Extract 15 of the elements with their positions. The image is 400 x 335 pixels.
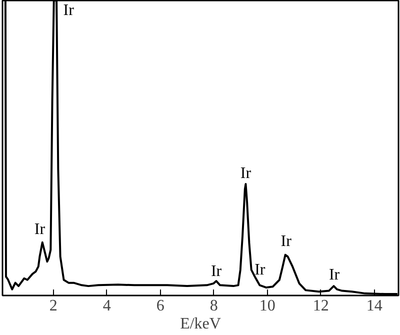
annotation: Ir (328, 266, 340, 284)
annotation: Ir (34, 220, 46, 238)
x-tick-label: 8 (210, 298, 218, 314)
annotation: Ir (254, 261, 266, 278)
x-tick-label: 12 (312, 298, 329, 314)
annotation: Ir (63, 2, 75, 20)
annotation: Ir (210, 262, 222, 280)
x-axis-title: E/keV (180, 316, 222, 332)
x-tick-label: 14 (366, 298, 382, 314)
x-tick-label: 6 (156, 298, 164, 314)
annotation: Ir (240, 165, 252, 182)
x-tick-label: 10 (259, 298, 276, 314)
x-tick-label: 4 (102, 298, 111, 314)
annotation: Ir (280, 232, 292, 250)
x-tick-label: 2 (49, 298, 58, 314)
